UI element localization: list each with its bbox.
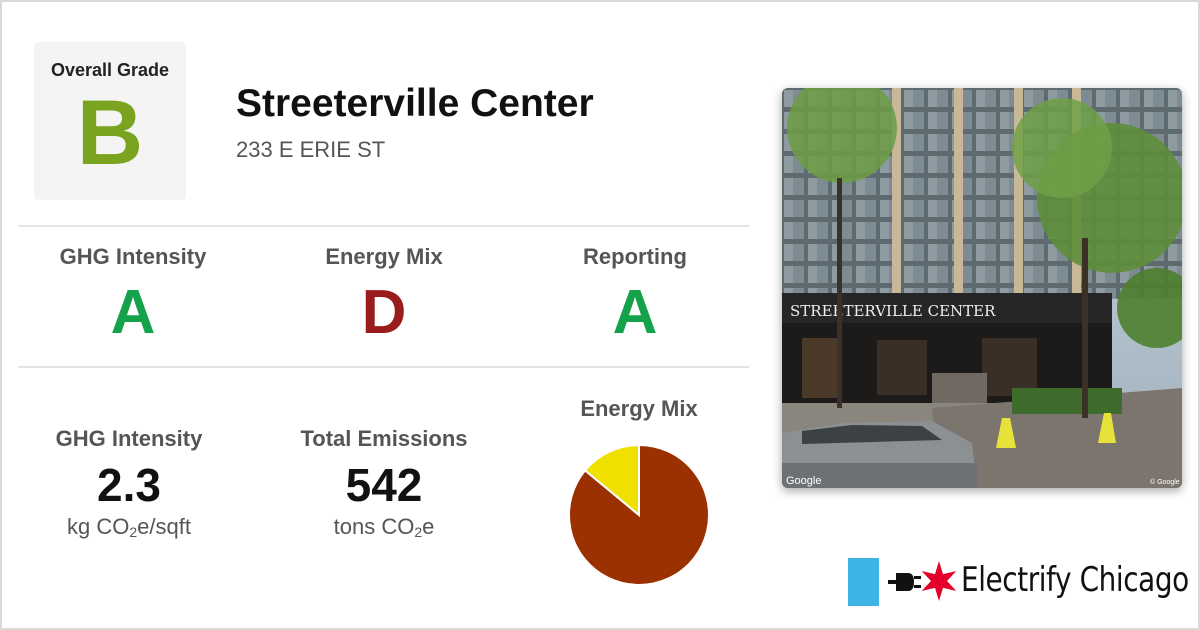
chicago-star-icon (922, 561, 956, 601)
stat-ghg-intensity: GHG Intensity 2.3 kg CO2e/sqft (4, 426, 254, 540)
unit-subscript: 2 (414, 524, 423, 540)
stat-total-emissions: Total Emissions 542 tons CO2e (259, 426, 509, 540)
unit-prefix: kg CO (67, 514, 130, 539)
overall-grade-box: Overall Grade B (34, 42, 186, 200)
pie-slice-1 (583, 443, 640, 518)
unit-prefix: tons CO (333, 514, 415, 539)
building-photo: STREETERVILLE CENTER Google © Google (782, 88, 1182, 488)
overall-grade-label: Overall Grade (50, 60, 170, 80)
unit-suffix: e/sqft (137, 514, 191, 539)
plug-icon (888, 573, 921, 591)
unit-suffix: e (422, 514, 435, 539)
photo-watermark-google: Google (786, 475, 821, 487)
brand-name: Electrify Chicago (961, 560, 1189, 600)
grade-energy-mix: Energy Mix D (259, 244, 509, 344)
grade-reporting: Reporting A (510, 244, 760, 344)
grade-letter: D (361, 278, 407, 347)
overall-grade-letter: B (76, 82, 144, 184)
grade-letter: A (110, 278, 156, 347)
grade-label: Energy Mix (325, 244, 443, 269)
energy-mix-pie-chart (567, 443, 710, 586)
stat-unit: tons CO2e (259, 514, 509, 540)
stat-label: Total Emissions (300, 426, 468, 451)
divider-top (18, 225, 749, 227)
grade-letter: A (612, 278, 658, 347)
building-sign: STREETERVILLE CENTER (790, 302, 996, 320)
building-address: 233 E ERIE ST (236, 137, 386, 162)
energy-mix-chart-title: Energy Mix (580, 396, 698, 421)
unit-subscript: 2 (129, 524, 138, 540)
brand-blue-bar (848, 558, 879, 606)
building-name: Streeterville Center (236, 82, 594, 125)
stat-value: 542 (345, 459, 423, 511)
stat-label: GHG Intensity (55, 426, 203, 451)
grade-ghg-intensity: GHG Intensity A (8, 244, 258, 344)
photo-watermark-copyright: © Google (1150, 478, 1180, 486)
stat-unit: kg CO2e/sqft (4, 514, 254, 540)
grade-label: Reporting (583, 244, 687, 269)
grade-label: GHG Intensity (59, 244, 207, 269)
divider-middle (18, 366, 749, 368)
stat-value: 2.3 (97, 459, 161, 511)
